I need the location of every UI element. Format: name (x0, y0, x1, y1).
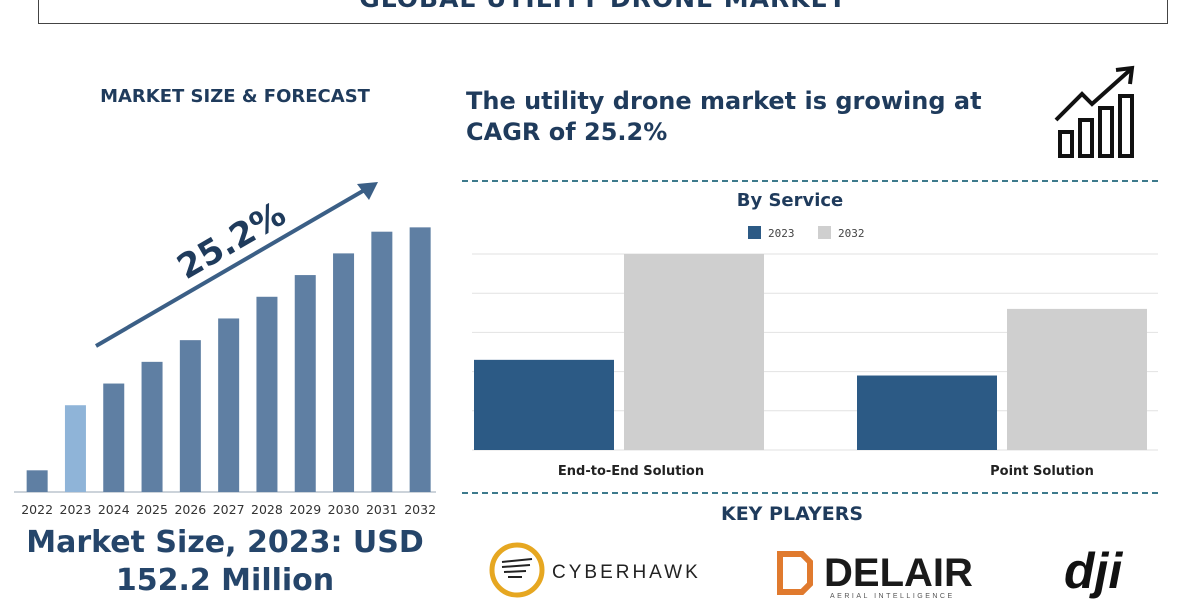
bar-2028 (256, 296, 278, 492)
dji-logo-text: dji (1064, 543, 1123, 599)
cagr-headline-line2: CAGR of 25.2% (466, 118, 668, 146)
title-banner: GLOBAL UTILITY DRONE MARKET (38, 0, 1168, 24)
tick-label-2024: 2024 (98, 502, 130, 517)
bar-2029 (294, 275, 316, 492)
growth-chart-icon (1054, 65, 1135, 158)
trend-arrow-head (357, 182, 378, 200)
page-title: GLOBAL UTILITY DRONE MARKET (39, 0, 1167, 11)
legend-swatch-2023 (748, 226, 761, 239)
tick-label-2025: 2025 (136, 502, 168, 517)
dji-logo: dji (1064, 543, 1123, 599)
tick-label-2031: 2031 (366, 502, 398, 517)
legend-label-2023: 2023 (768, 227, 795, 240)
bar-2026 (179, 340, 201, 492)
cagr-headline: The utility drone market is growing at C… (466, 86, 1026, 148)
market-size-heading: MARKET SIZE & FORECAST (100, 86, 370, 107)
legend-swatch-2032 (818, 226, 831, 239)
by-service-chart: By Service 2023 2032 End-to-End Solution Poi… (472, 190, 1158, 479)
legend-label-2032: 2032 (838, 227, 865, 240)
key-players-heading: KEY PLAYERS (720, 503, 864, 525)
tick-label-2029: 2029 (289, 502, 321, 517)
cyberhawk-logo: CYBERHAWK (489, 542, 701, 598)
tick-label-2028: 2028 (251, 502, 283, 517)
market-size-line2: 152.2 Million (115, 563, 335, 598)
bar-2025 (141, 361, 163, 492)
bar-2022 (26, 470, 48, 492)
bar-2024 (103, 383, 125, 492)
bar-2032-0 (624, 254, 764, 450)
market-size-text: Market Size, 2023: USD 152.2 Million (0, 524, 450, 600)
bar-2032-1 (1007, 308, 1147, 450)
category-label-1: Point Solution (990, 464, 1094, 479)
tick-label-2023: 2023 (60, 502, 92, 517)
delair-logo-text: DELAIR (824, 551, 973, 595)
cyberhawk-logo-text: CYBERHAWK (552, 562, 701, 583)
tick-label-2032: 2032 (404, 502, 436, 517)
tick-label-2030: 2030 (328, 502, 360, 517)
category-label-0: End-to-End Solution (558, 464, 704, 479)
bar-2023-0 (474, 359, 614, 450)
bar-2023 (64, 405, 86, 492)
section-divider-bottom (462, 492, 1158, 494)
delair-tagline: AERIAL INTELLIGENCE (830, 593, 955, 600)
bar-2031 (371, 231, 393, 492)
chart-title: By Service (737, 190, 844, 211)
section-divider-top (462, 180, 1158, 182)
delair-logo: DELAIR AERIAL INTELLIGENCE (777, 551, 973, 600)
tick-label-2027: 2027 (213, 502, 245, 517)
bar-2030 (333, 253, 355, 492)
cagr-headline-line1: The utility drone market is growing at (466, 87, 982, 115)
tick-label-2022: 2022 (21, 502, 53, 517)
bar-2032 (409, 227, 431, 492)
tick-label-2026: 2026 (174, 502, 206, 517)
market-size-line1: Market Size, 2023: USD (26, 525, 424, 560)
bar-2027 (218, 318, 240, 492)
market-forecast-chart: 2022 2023 2024 2025 2026 2027 2028 2029 2030 2031… (14, 182, 436, 517)
bar-2023-1 (857, 375, 997, 450)
trend-arrow-line (94, 186, 370, 348)
